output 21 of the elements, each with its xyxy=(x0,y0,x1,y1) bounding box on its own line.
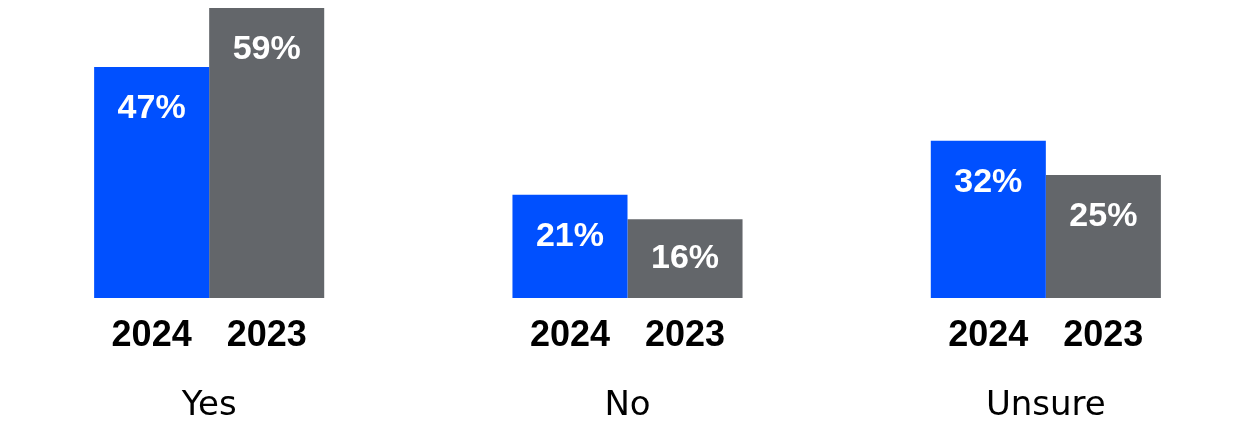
text: 2023 xyxy=(644,312,726,354)
data-label: 21% xyxy=(535,215,605,254)
data-label: 32% xyxy=(954,161,1023,200)
text: 2024 xyxy=(948,312,1029,354)
data-label: 59% xyxy=(232,28,301,67)
bar xyxy=(627,219,743,298)
text: 2024 xyxy=(529,312,611,354)
x-tick-label: Yes xyxy=(180,383,237,424)
bar xyxy=(1045,175,1161,298)
bar xyxy=(94,66,210,298)
data-label: 47% xyxy=(117,87,186,126)
bar xyxy=(512,194,628,298)
data-label: 16% xyxy=(650,237,720,276)
series-label: 2024 xyxy=(111,312,192,354)
bar xyxy=(930,140,1046,298)
x-tick-label: Unsure xyxy=(985,383,1106,424)
data-label: 25% xyxy=(1069,195,1138,234)
x-tick-label: No xyxy=(604,383,651,424)
bar xyxy=(209,7,325,298)
series-label: 2023 xyxy=(226,312,307,354)
text: 2023 xyxy=(1063,312,1144,354)
